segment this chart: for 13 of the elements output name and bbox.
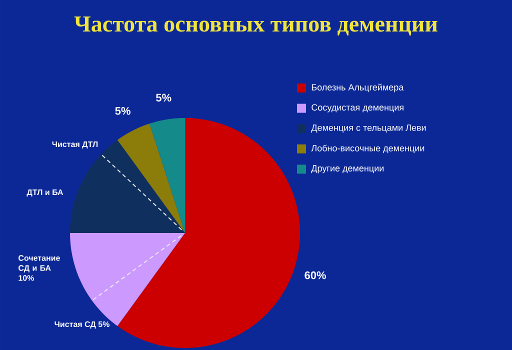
text: ДТЛ и БА xyxy=(26,189,64,197)
chart-title: Частота основных типов деменции xyxy=(74,16,438,36)
legend-label: Другие деменции xyxy=(311,165,384,174)
data-label: 60% xyxy=(304,271,326,280)
legend-label: Болезнь Альцгеймера xyxy=(312,84,404,92)
text: Чистая СД 5% xyxy=(54,321,110,329)
text: Сочетание СД и БА 10% xyxy=(18,255,60,281)
legend-label: Сосудистая деменция xyxy=(312,104,404,112)
data-label: 5% xyxy=(156,94,172,102)
data-label: 5% xyxy=(115,107,130,115)
legend-label: Лобно-височные деменции xyxy=(311,144,424,154)
legend-label: Деменция с тельцами Леви xyxy=(311,124,426,133)
text: Чистая ДТЛ xyxy=(52,141,98,149)
